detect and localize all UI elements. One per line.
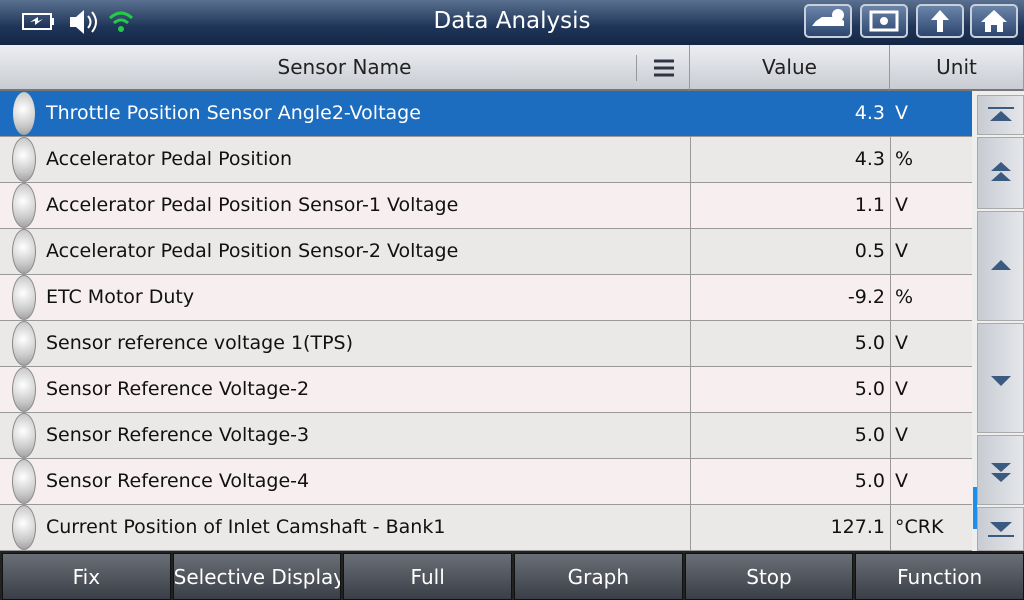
column-header[interactable]: Value — [690, 45, 890, 91]
sensor-unit: V — [890, 459, 908, 504]
table-row[interactable]: Sensor Reference Voltage-2 5.0 V — [0, 367, 972, 413]
sensor-unit: % — [890, 275, 913, 320]
sensor-value: 5.0 — [690, 459, 885, 504]
radio-indicator[interactable] — [12, 321, 36, 366]
sensor-value: 5.0 — [690, 321, 885, 366]
sensor-name: Accelerator Pedal Position Sensor-2 Volt… — [46, 240, 459, 262]
radio-indicator[interactable] — [12, 229, 36, 274]
sensor-unit: °CRK — [890, 505, 943, 550]
sensor-unit: V — [890, 183, 908, 228]
radio-indicator[interactable] — [12, 505, 36, 550]
scroll-bottom-button[interactable] — [977, 507, 1024, 551]
radio-indicator[interactable] — [12, 413, 36, 458]
footer-button[interactable]: Fix — [2, 553, 171, 600]
table-row[interactable]: Sensor reference voltage 1(TPS) 5.0 V — [0, 321, 972, 367]
sensor-unit: V — [890, 229, 908, 274]
scroll-panel — [972, 91, 1024, 551]
sensor-name: Sensor reference voltage 1(TPS) — [46, 332, 353, 354]
column-header[interactable]: Sensor Name — [0, 45, 690, 91]
radio-indicator[interactable] — [12, 275, 36, 320]
sensor-value: 0.5 — [690, 229, 885, 274]
sensor-name: Sensor Reference Voltage-3 — [46, 424, 310, 446]
header: Data Analysis — [0, 0, 1024, 45]
scroll-thumb — [973, 487, 977, 529]
menu-icon[interactable] — [650, 53, 680, 83]
sensor-value: 4.3 — [690, 137, 885, 182]
title: Data Analysis — [433, 8, 591, 34]
footer-button[interactable]: Function — [855, 553, 1024, 600]
sensor-name: Accelerator Pedal Position — [46, 148, 293, 170]
sensor-value: 1.1 — [690, 183, 885, 228]
footer-button[interactable]: Selective Display — [172, 553, 342, 600]
sensor-name: Throttle Position Sensor Angle2-Voltage — [46, 102, 421, 124]
table-row[interactable]: Sensor Reference Voltage-3 5.0 V — [0, 413, 972, 459]
radio-indicator[interactable] — [12, 459, 36, 504]
column-title: Unit — [936, 55, 977, 79]
sensor-name: Sensor Reference Voltage-4 — [46, 470, 310, 492]
scroll-top-button[interactable] — [977, 95, 1024, 135]
page-down-button[interactable] — [977, 435, 1024, 505]
radio-indicator[interactable] — [12, 91, 36, 136]
line-up-button[interactable] — [977, 211, 1024, 321]
column-title: Sensor Name — [277, 55, 412, 79]
sensor-value: 127.1 — [690, 505, 885, 550]
table-row[interactable]: Current Position of Inlet Camshaft - Ban… — [0, 505, 972, 551]
sensor-unit: V — [890, 321, 908, 366]
footer-button[interactable]: Full — [343, 553, 512, 600]
sensor-name: Sensor Reference Voltage-2 — [46, 378, 310, 400]
sensor-value: 4.3 — [690, 91, 885, 136]
sensor-value: 5.0 — [690, 367, 885, 412]
table-row[interactable]: Accelerator Pedal Position Sensor-2 Volt… — [0, 229, 972, 275]
sensor-name: Accelerator Pedal Position Sensor-1 Volt… — [46, 194, 459, 216]
report-button[interactable] — [860, 4, 908, 38]
sensor-unit: % — [890, 137, 913, 182]
sensor-name: Current Position of Inlet Camshaft - Ban… — [46, 516, 446, 538]
sensor-value: -9.2 — [690, 275, 885, 320]
footer: Fix Selective Display Full Graph Stop Functio… — [0, 551, 1024, 600]
table-row[interactable]: Sensor Reference Voltage-4 5.0 V — [0, 459, 972, 505]
table-row[interactable]: Throttle Position Sensor Angle2-Voltage 4… — [0, 91, 972, 137]
footer-button[interactable]: Stop — [684, 553, 854, 600]
radio-indicator[interactable] — [12, 137, 36, 182]
back-button[interactable] — [916, 4, 964, 38]
page-up-button[interactable] — [977, 137, 1024, 209]
radio-indicator[interactable] — [12, 367, 36, 412]
sensor-value: 5.0 — [690, 413, 885, 458]
home-button[interactable] — [970, 4, 1018, 38]
status-icons — [22, 10, 134, 34]
table-row[interactable]: ETC Motor Duty -9.2% — [0, 275, 972, 321]
column-title: Value — [762, 55, 817, 79]
table-row[interactable]: Accelerator Pedal Position Sensor-1 Volt… — [0, 183, 972, 229]
sensor-name: ETC Motor Duty — [46, 286, 195, 308]
sensor-unit: V — [890, 367, 908, 412]
line-down-button[interactable] — [977, 323, 1024, 433]
radio-indicator[interactable] — [12, 183, 36, 228]
sensor-unit: V — [890, 413, 908, 458]
table-row[interactable]: Accelerator Pedal Position 4.3% — [0, 137, 972, 183]
footer-button[interactable]: Graph — [514, 553, 683, 600]
sensor-unit: V — [890, 91, 908, 136]
vehicle-info-button[interactable] — [804, 4, 852, 38]
column-header[interactable]: Unit — [890, 45, 1024, 91]
